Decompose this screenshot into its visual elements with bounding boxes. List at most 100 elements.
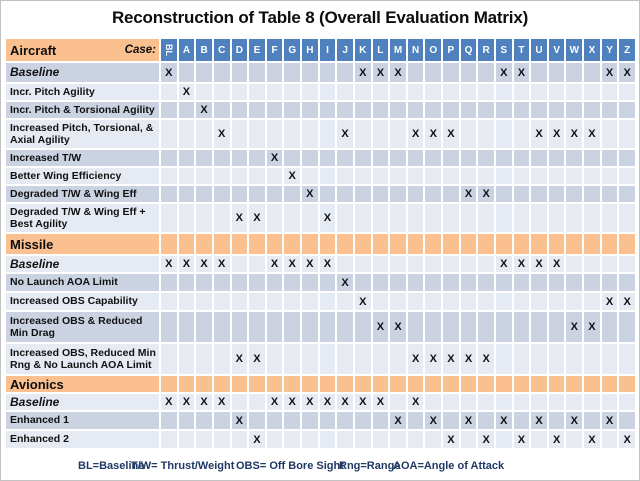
- x-mark: X: [482, 433, 490, 446]
- x-mark: X: [200, 258, 208, 270]
- matrix-cell-l: [372, 150, 389, 166]
- matrix-cell-y: [601, 394, 618, 410]
- matrix-cell-e: [249, 120, 265, 148]
- matrix-cell-r: [478, 204, 494, 232]
- matrix-cell-c: X: [213, 120, 230, 148]
- matrix-cell-f: [266, 84, 283, 100]
- matrix-cell-q: [460, 256, 477, 272]
- matrix-cell-v: [548, 274, 565, 291]
- matrix-cell-g: [284, 412, 301, 429]
- x-mark: X: [359, 66, 367, 79]
- matrix-cell-x: X: [584, 120, 600, 148]
- matrix-cell-q: X: [460, 344, 477, 374]
- x-mark: X: [394, 66, 402, 79]
- section-header-cell: [601, 376, 618, 392]
- column-header-p: P: [443, 39, 459, 61]
- matrix-cell-v: [548, 168, 565, 184]
- matrix-cell-d: [231, 274, 248, 291]
- matrix-cell-z: [619, 412, 635, 429]
- x-mark: X: [623, 433, 631, 446]
- case-label: Case:: [124, 44, 156, 56]
- matrix-cell-x: X: [584, 312, 600, 342]
- section-header-cell: [161, 376, 177, 392]
- matrix-cell-k: [354, 431, 371, 448]
- matrix-cell-j: [337, 84, 353, 100]
- x-mark: X: [376, 396, 385, 408]
- x-mark: X: [235, 414, 243, 427]
- matrix-cell-u: X: [531, 256, 547, 272]
- section-header-cell: [619, 376, 635, 392]
- section-header-cell: [443, 234, 459, 254]
- matrix-cell-f: [266, 168, 283, 184]
- matrix-cell-p: [443, 102, 459, 118]
- matrix-cell-z: [619, 204, 635, 232]
- matrix-cell-l: [372, 344, 389, 374]
- section-header-cell: [478, 376, 494, 392]
- matrix-cell-c: [213, 344, 230, 374]
- matrix-cell-s: [495, 293, 512, 310]
- x-mark: X: [182, 86, 191, 98]
- column-header-x: X: [584, 39, 600, 61]
- column-header-h: H: [302, 39, 318, 61]
- matrix-cell-s: X: [495, 412, 512, 429]
- matrix-cell-v: [548, 344, 565, 374]
- matrix-cell-o: [425, 63, 442, 82]
- matrix-cell-m: [390, 431, 406, 448]
- matrix-cell-h: X: [302, 256, 318, 272]
- x-mark: X: [429, 128, 437, 140]
- column-header-m: M: [390, 39, 406, 61]
- matrix-cell-w: [566, 63, 583, 82]
- matrix-cell-e: [249, 63, 265, 82]
- matrix-cell-k: [354, 312, 371, 342]
- x-mark: X: [552, 433, 561, 446]
- matrix-cell-i: [319, 102, 336, 118]
- matrix-cell-m: [390, 344, 406, 374]
- matrix-cell-p: [443, 293, 459, 310]
- matrix-cell-g: X: [284, 394, 301, 410]
- matrix-cell-f: [266, 293, 283, 310]
- matrix-cell-n: X: [407, 344, 424, 374]
- matrix-cell-v: [548, 84, 565, 100]
- matrix-cell-s: [495, 120, 512, 148]
- matrix-cell-w: [566, 344, 583, 374]
- matrix-cell-c: [213, 186, 230, 202]
- row-label: Baseline: [6, 63, 159, 82]
- x-mark: X: [570, 414, 578, 427]
- row-label: Incr. Pitch Agility: [6, 84, 159, 100]
- matrix-cell-m: X: [390, 63, 406, 82]
- matrix-cell-r: [478, 84, 494, 100]
- matrix-cell-h: [302, 102, 318, 118]
- section-title: Avionics: [10, 376, 64, 392]
- matrix-cell-c: [213, 84, 230, 100]
- column-header-e: E: [249, 39, 265, 61]
- matrix-cell-r: [478, 312, 494, 342]
- section-header-cell: [407, 376, 424, 392]
- section-header-cell: [478, 234, 494, 254]
- row-label: No Launch AOA Limit: [6, 274, 159, 291]
- matrix-cell-t: [513, 150, 530, 166]
- matrix-cell-q: [460, 168, 477, 184]
- x-mark: X: [535, 128, 543, 140]
- matrix-cell-n: [407, 186, 424, 202]
- x-mark: X: [482, 188, 490, 200]
- matrix-cell-r: X: [478, 186, 494, 202]
- page-title: Reconstruction of Table 8 (Overall Evalu…: [111, 8, 529, 27]
- matrix-cell-t: X: [513, 63, 530, 82]
- matrix-cell-m: [390, 394, 406, 410]
- matrix-cell-e: [249, 412, 265, 429]
- x-mark: X: [535, 258, 543, 270]
- x-mark: X: [570, 128, 578, 140]
- x-mark: X: [482, 353, 490, 365]
- matrix-cell-v: [548, 293, 565, 310]
- x-mark: X: [323, 396, 332, 408]
- matrix-cell-c: [213, 102, 230, 118]
- x-mark: X: [165, 66, 173, 79]
- matrix-cell-i: [319, 84, 336, 100]
- matrix-cell-m: [390, 293, 406, 310]
- x-mark: X: [464, 414, 473, 427]
- matrix-cell-q: [460, 120, 477, 148]
- matrix-cell-t: [513, 102, 530, 118]
- row-label: Increased OBS & Reduced Min Drag: [6, 312, 159, 342]
- matrix-cell-y: [601, 431, 618, 448]
- matrix-cell-e: [249, 256, 265, 272]
